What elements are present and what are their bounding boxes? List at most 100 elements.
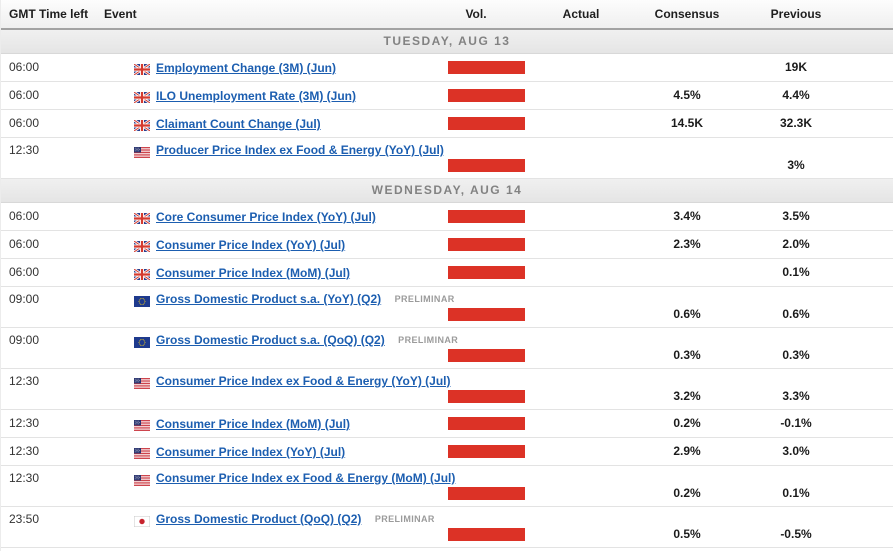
country-flag <box>134 335 150 348</box>
event-link[interactable]: Gross Domestic Product s.a. (YoY) (Q2) <box>156 292 382 306</box>
event-time: 12:30 <box>9 471 40 485</box>
volume-bar <box>448 117 525 130</box>
event-row: 12:30 <box>1 138 893 179</box>
uk-flag-icon <box>134 64 150 75</box>
day-section-header: TUESDAY, AUG 13 <box>1 30 893 54</box>
col-header-gmt: GMT <box>9 7 36 21</box>
country-flag <box>134 473 150 486</box>
event-link[interactable]: ILO Unemployment Rate (3M) (Jun) <box>156 89 357 103</box>
consensus-value: 0.2% <box>673 416 701 430</box>
country-flag <box>134 211 150 224</box>
uk-flag-icon <box>134 92 150 103</box>
volume-bar <box>448 308 525 321</box>
volume-bar <box>448 159 525 172</box>
volume-bar <box>448 266 525 279</box>
volume-bar <box>448 528 525 541</box>
event-link[interactable]: Consumer Price Index (MoM) (Jul) <box>156 417 351 431</box>
event-cell: Core Consumer Price Index (YoY) (Jul) <box>156 203 376 231</box>
event-cell: Consumer Price Index (MoM) (Jul) <box>156 259 350 287</box>
previous-value: 0.6% <box>782 307 810 321</box>
preliminary-badge: PRELIMINAR <box>374 514 435 524</box>
event-time: 06:00 <box>9 60 40 74</box>
eu-flag-icon <box>134 337 150 348</box>
country-flag <box>134 376 150 389</box>
previous-value: -0.1% <box>780 416 812 430</box>
col-header-consensus: Consensus <box>654 7 720 21</box>
event-time: 23:50 <box>9 512 40 526</box>
us-flag-icon <box>134 147 150 158</box>
uk-flag-icon <box>134 269 150 280</box>
volume-bar <box>448 238 525 251</box>
event-link[interactable]: Core Consumer Price Index (YoY) (Jul) <box>156 210 376 224</box>
event-row: 23:50 <box>1 507 893 548</box>
event-cell: Consumer Price Index ex Food & Energy (M… <box>156 468 455 488</box>
event-link[interactable]: Consumer Price Index ex Food & Energy (Y… <box>156 374 451 388</box>
event-time: 09:00 <box>9 292 40 306</box>
previous-value: 3% <box>787 158 805 172</box>
consensus-value: 0.3% <box>673 348 701 362</box>
country-flag <box>134 145 150 158</box>
consensus-value: 3.2% <box>673 389 701 403</box>
event-time: 12:30 <box>9 444 40 458</box>
event-link[interactable]: Consumer Price Index (YoY) (Jul) <box>156 238 346 252</box>
event-cell: Consumer Price Index (YoY) (Jul) <box>156 231 345 259</box>
event-link[interactable]: Producer Price Index ex Food & Energy (Y… <box>156 143 444 157</box>
volume-bar <box>448 210 525 223</box>
previous-value: 0.1% <box>782 265 810 279</box>
event-link[interactable]: Gross Domestic Product (QoQ) (Q2) <box>156 512 362 526</box>
event-link[interactable]: Consumer Price Index (YoY) (Jul) <box>156 445 346 459</box>
event-time: 12:30 <box>9 374 40 388</box>
event-link[interactable]: Consumer Price Index (MoM) (Jul) <box>156 266 351 280</box>
event-cell: ILO Unemployment Rate (3M) (Jun) <box>156 82 356 110</box>
volume-bar <box>448 487 525 500</box>
event-cell: Producer Price Index ex Food & Energy (Y… <box>156 140 444 160</box>
volume-bar <box>448 390 525 403</box>
event-row: 12:30 <box>1 466 893 507</box>
day-section-title: WEDNESDAY, AUG 14 <box>371 183 523 197</box>
consensus-value: 2.9% <box>673 444 701 458</box>
consensus-value: 0.5% <box>673 527 701 541</box>
us-flag-icon <box>134 378 150 389</box>
volume-bar <box>448 349 525 362</box>
col-header-vol: Vol. <box>465 7 487 21</box>
volume-bar <box>448 445 525 458</box>
previous-value: 32.3K <box>779 116 813 130</box>
uk-flag-icon <box>134 241 150 252</box>
event-cell: Gross Domestic Product s.a. (YoY) (Q2) P… <box>156 289 455 309</box>
country-flag <box>134 239 150 252</box>
us-flag-icon <box>134 420 150 431</box>
country-flag <box>134 118 150 131</box>
col-header-previous: Previous <box>770 7 822 21</box>
event-time: 12:30 <box>9 143 40 157</box>
country-flag <box>134 267 150 280</box>
event-cell: Claimant Count Change (Jul) <box>156 110 321 138</box>
us-flag-icon <box>134 475 150 486</box>
country-flag <box>134 294 150 307</box>
col-header-time-left: Time left <box>39 7 89 21</box>
event-time: 06:00 <box>9 88 40 102</box>
event-time: 06:00 <box>9 237 40 251</box>
previous-value: 4.4% <box>782 88 810 102</box>
event-time: 06:00 <box>9 209 40 223</box>
event-cell: Consumer Price Index (MoM) (Jul) <box>156 410 350 438</box>
consensus-value: 4.5% <box>673 88 701 102</box>
event-row: 06:00 <box>1 259 893 287</box>
event-link[interactable]: Claimant Count Change (Jul) <box>156 117 321 131</box>
event-link[interactable]: Consumer Price Index ex Food & Energy (M… <box>156 471 456 485</box>
day-section-header: WEDNESDAY, AUG 14 <box>1 179 893 203</box>
event-cell: Employment Change (3M) (Jun) <box>156 54 336 82</box>
event-row: 12:30 <box>1 410 893 438</box>
country-flag <box>134 514 150 527</box>
consensus-value: 0.6% <box>673 307 701 321</box>
day-section-title: TUESDAY, AUG 13 <box>383 34 511 48</box>
calendar-body: TUESDAY, AUG 13 06:00 <box>1 30 893 548</box>
event-link[interactable]: Gross Domestic Product s.a. (QoQ) (Q2) <box>156 333 385 347</box>
preliminary-badge: PRELIMINAR <box>394 294 455 304</box>
event-time: 09:00 <box>9 333 40 347</box>
uk-flag-icon <box>134 213 150 224</box>
event-link[interactable]: Employment Change (3M) (Jun) <box>156 61 337 75</box>
event-row: 12:30 <box>1 369 893 410</box>
consensus-value: 14.5K <box>670 116 704 130</box>
previous-value: 3.0% <box>782 444 810 458</box>
consensus-value: 3.4% <box>673 209 701 223</box>
